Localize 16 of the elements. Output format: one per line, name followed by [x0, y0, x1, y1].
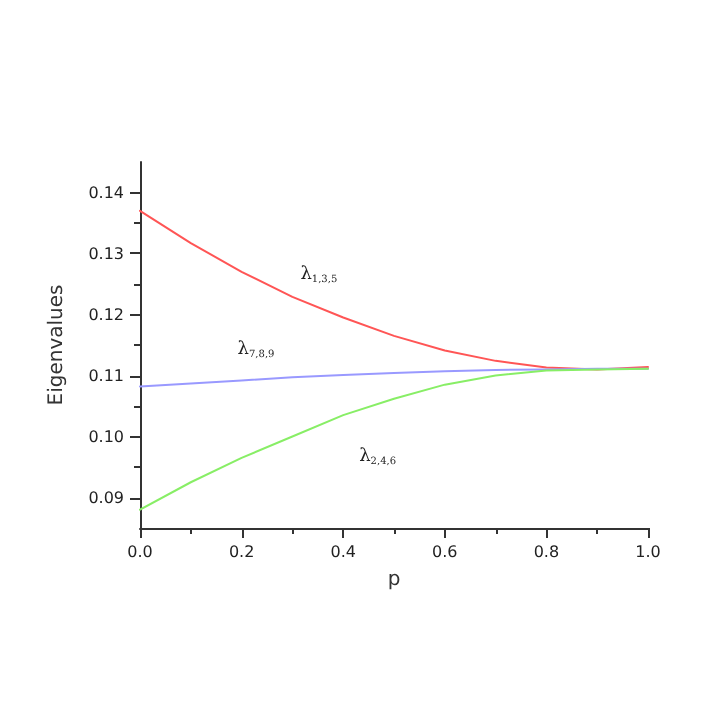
y-axis-title: Eigenvalues — [45, 284, 68, 406]
x-axis-title: p — [387, 568, 401, 591]
x-tick-label: 0.6 — [432, 543, 458, 561]
x-tick-label: 0.2 — [228, 543, 255, 561]
y-tick-label: 0.11 — [88, 366, 124, 385]
y-tick-label: 0.12 — [88, 305, 124, 324]
y-tick-label: 0.10 — [88, 427, 124, 446]
x-tick-label: 1.0 — [635, 543, 661, 561]
line-series — [139, 209, 649, 371]
x-tick-label: 0.0 — [127, 543, 153, 561]
line-series — [139, 367, 649, 511]
y-tick-label: 0.09 — [88, 488, 124, 507]
y-tick-label: 0.14 — [88, 183, 124, 202]
x-tick-label: 0.8 — [533, 543, 560, 561]
x-tick-label: 0.4 — [330, 543, 356, 561]
y-tick-label: 0.13 — [88, 244, 124, 263]
